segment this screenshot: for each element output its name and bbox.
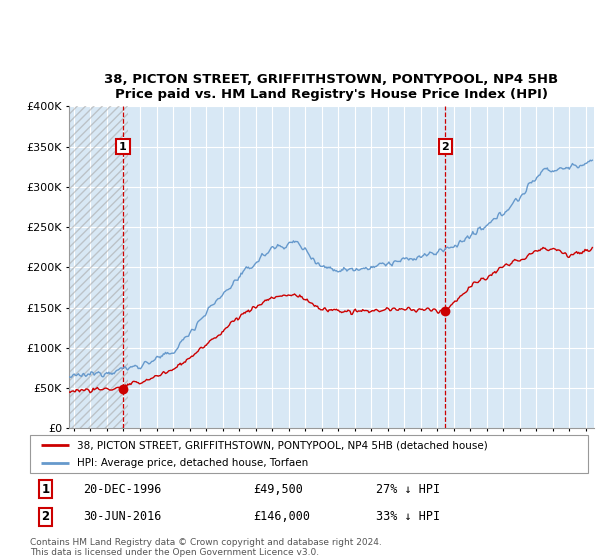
Bar — [69, 106, 128, 428]
Text: Contains HM Land Registry data © Crown copyright and database right 2024.
This d: Contains HM Land Registry data © Crown c… — [30, 538, 382, 557]
FancyBboxPatch shape — [30, 435, 588, 473]
Point — [118, 384, 128, 393]
Text: 27% ↓ HPI: 27% ↓ HPI — [376, 483, 440, 496]
Text: £146,000: £146,000 — [253, 510, 310, 523]
Text: 1: 1 — [41, 483, 50, 496]
Text: 30-JUN-2016: 30-JUN-2016 — [83, 510, 161, 523]
Point — [440, 306, 450, 315]
Text: 33% ↓ HPI: 33% ↓ HPI — [376, 510, 440, 523]
Text: 38, PICTON STREET, GRIFFITHSTOWN, PONTYPOOL, NP4 5HB (detached house): 38, PICTON STREET, GRIFFITHSTOWN, PONTYP… — [77, 440, 488, 450]
Text: 1: 1 — [119, 142, 127, 152]
Text: 2: 2 — [41, 510, 50, 523]
Text: £49,500: £49,500 — [253, 483, 303, 496]
Text: HPI: Average price, detached house, Torfaen: HPI: Average price, detached house, Torf… — [77, 458, 308, 468]
Bar — [69, 106, 128, 428]
Title: 38, PICTON STREET, GRIFFITHSTOWN, PONTYPOOL, NP4 5HB
Price paid vs. HM Land Regi: 38, PICTON STREET, GRIFFITHSTOWN, PONTYP… — [104, 73, 559, 101]
Text: 2: 2 — [442, 142, 449, 152]
Text: 20-DEC-1996: 20-DEC-1996 — [83, 483, 161, 496]
